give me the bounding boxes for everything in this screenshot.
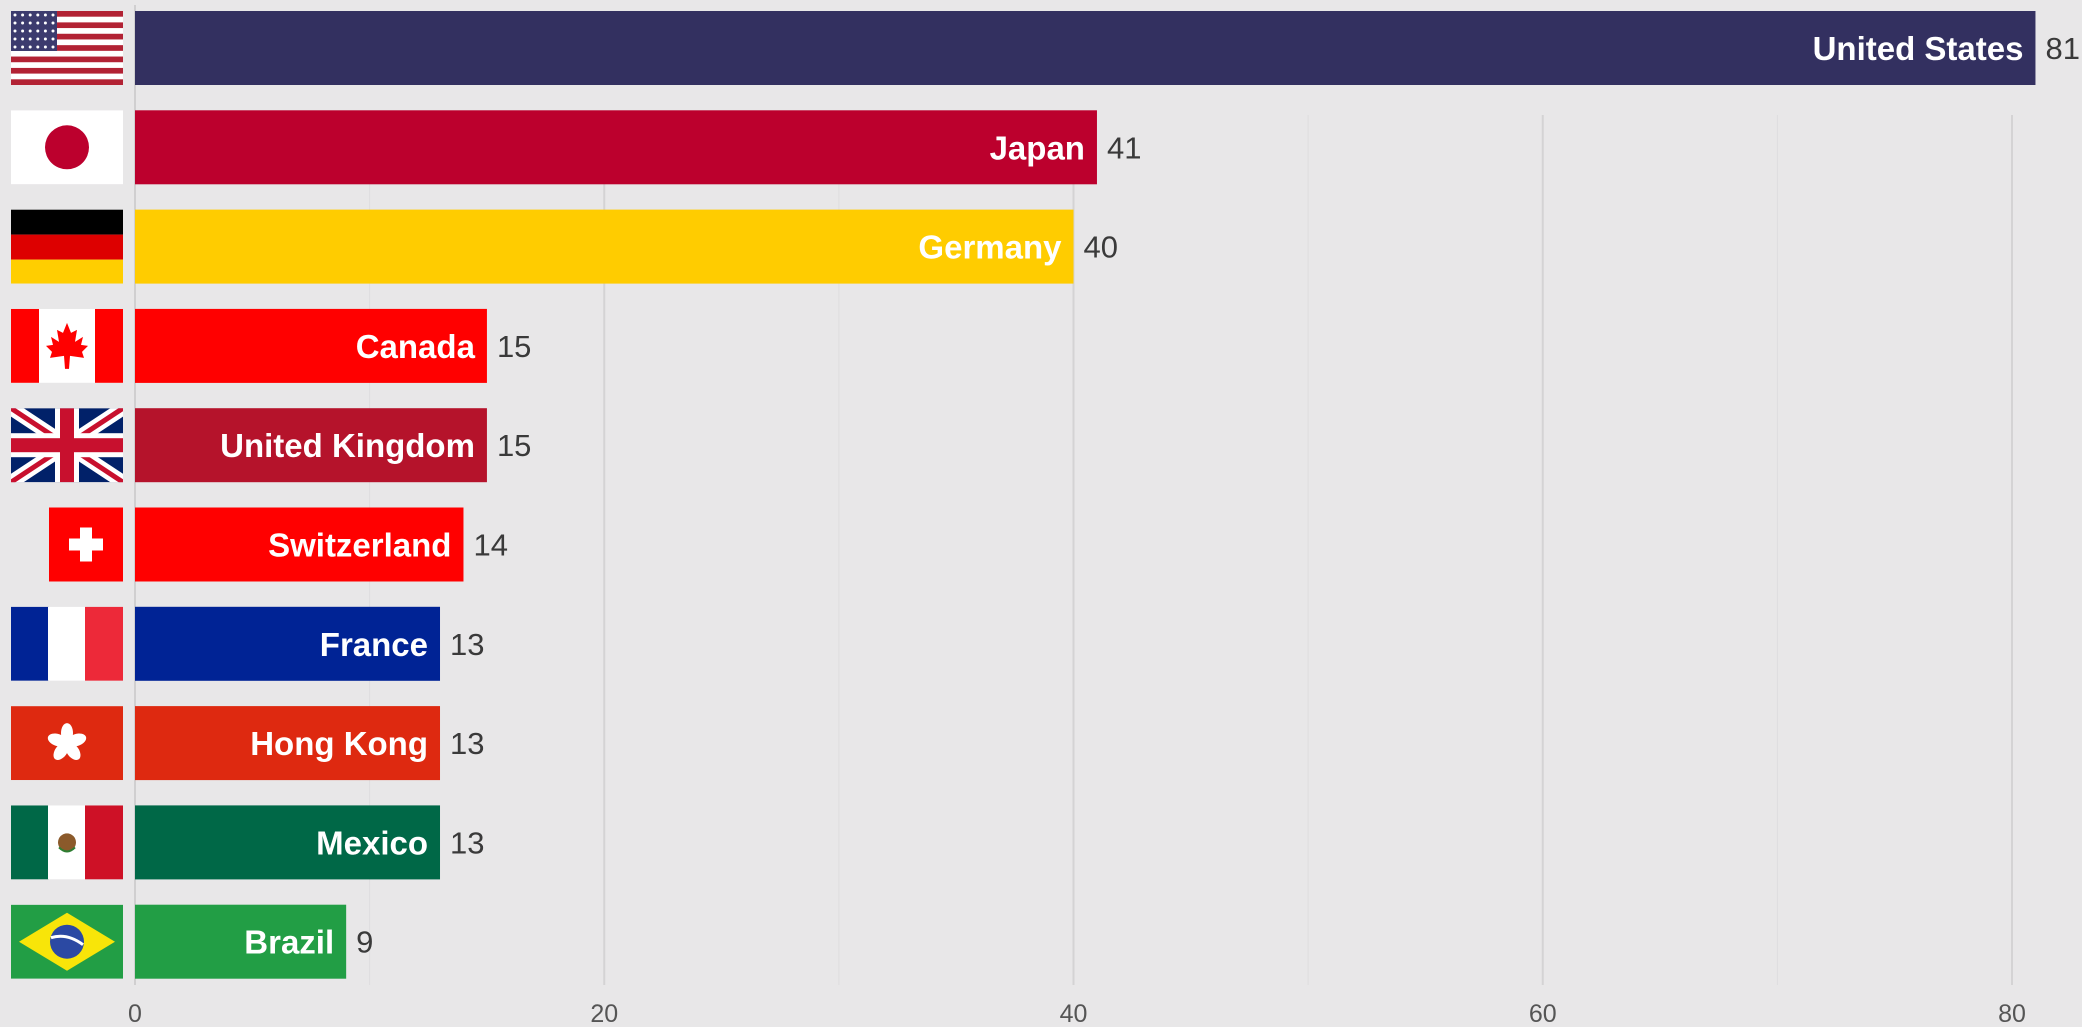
bar-value-label: 13 <box>450 627 484 662</box>
bar-value-label: 9 <box>356 925 373 960</box>
flags <box>11 11 123 979</box>
bar <box>135 805 441 880</box>
x-tick-label: 80 <box>1998 1000 2026 1027</box>
bar-category-label: Hong Kong <box>250 725 428 762</box>
japan-flag-icon <box>11 110 123 185</box>
bar <box>135 110 1097 185</box>
bar-value-label: 13 <box>450 726 484 761</box>
bar-category-label: Germany <box>918 229 1062 266</box>
bar-category-label: Canada <box>356 328 476 365</box>
x-axis: 0 20 40 60 80 <box>128 1000 2026 1027</box>
bar <box>135 308 487 383</box>
canada-flag-icon <box>11 308 123 383</box>
x-tick-label: 0 <box>128 1000 142 1027</box>
switzerland-flag-icon <box>49 507 123 582</box>
us-flag-icon <box>11 11 123 85</box>
bars <box>135 11 2036 979</box>
bar-category-label: Japan <box>990 129 1085 166</box>
uk-flag-icon <box>11 408 123 483</box>
bar <box>135 606 441 681</box>
bar-labels: United States 81 Japan 41 Germany 40 Canada 15 U… <box>220 30 2080 961</box>
hong-kong-flag-icon <box>11 706 123 781</box>
bar <box>135 904 347 979</box>
bar-value-label: 40 <box>1084 230 1118 265</box>
bar-category-label: United States <box>1813 30 2024 67</box>
bar <box>135 706 441 781</box>
x-tick-label: 20 <box>590 1000 618 1027</box>
bar-category-label: Mexico <box>316 824 428 861</box>
bar-category-label: Brazil <box>244 924 334 961</box>
bar-value-label: 14 <box>473 528 507 563</box>
germany-flag-icon <box>11 209 123 284</box>
bar-category-label: Switzerland <box>268 527 451 564</box>
bar <box>135 408 487 483</box>
bar-value-label: 41 <box>1107 130 1141 165</box>
bar-value-label: 81 <box>2045 31 2079 66</box>
bar <box>135 507 464 582</box>
brazil-flag-icon <box>11 904 123 979</box>
bar-value-label: 15 <box>497 329 531 364</box>
bar <box>135 11 2036 85</box>
bar-category-label: United Kingdom <box>220 427 475 464</box>
x-tick-label: 60 <box>1529 1000 1557 1027</box>
bar-category-label: France <box>320 626 428 663</box>
bar-value-label: 13 <box>450 825 484 860</box>
x-tick-label: 40 <box>1060 1000 1088 1027</box>
bar-value-label: 15 <box>497 428 531 463</box>
france-flag-icon <box>11 606 123 681</box>
mexico-flag-icon <box>11 805 123 880</box>
bar <box>135 209 1074 284</box>
